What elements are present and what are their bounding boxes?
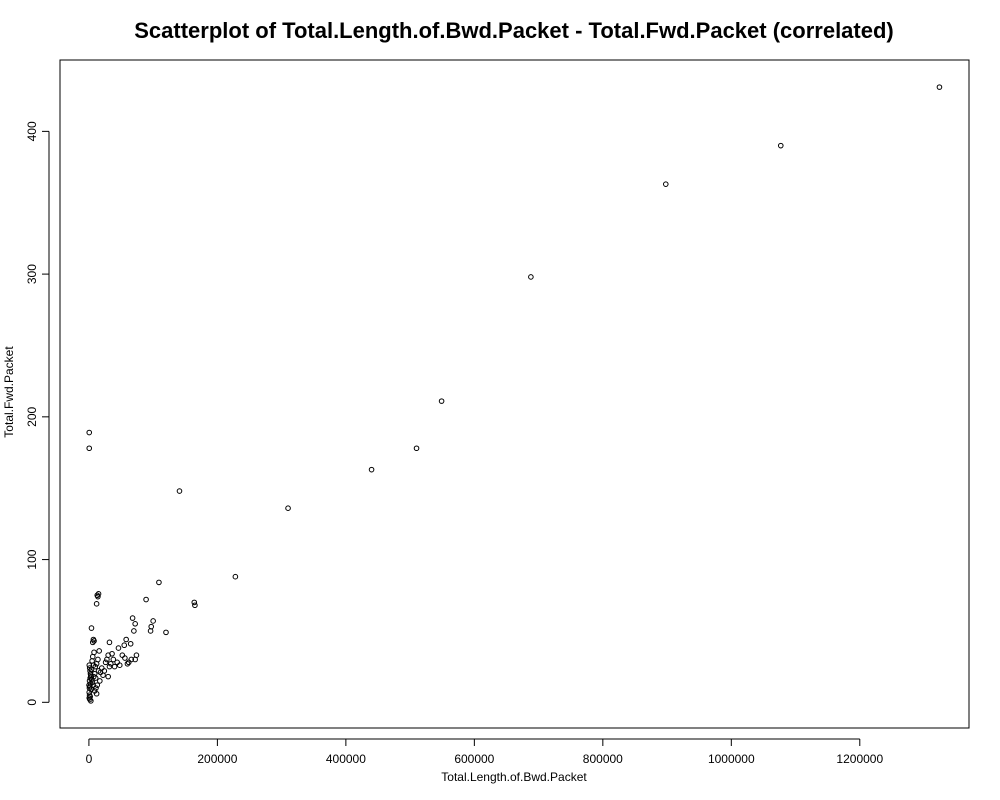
data-point <box>129 615 136 621</box>
data-point <box>93 660 100 667</box>
x-axis: 0 200000 400000 600000 800000 1000000 1200000 <box>86 738 883 766</box>
data-point <box>86 682 92 688</box>
data-point <box>88 673 94 680</box>
y-axis-label: Total.Fwd.Packet <box>2 346 16 438</box>
x-tick-label: 400000 <box>326 752 366 766</box>
data-point <box>122 655 128 661</box>
data-point <box>102 659 109 666</box>
data-point <box>119 652 126 659</box>
data-point <box>115 645 122 651</box>
data-point <box>413 445 420 452</box>
data-point <box>123 636 129 643</box>
data-point <box>232 573 239 580</box>
x-tick-label: 600000 <box>454 752 494 766</box>
data-point <box>114 659 120 666</box>
y-tick-label: 200 <box>25 407 39 427</box>
data-point <box>107 660 114 667</box>
data-point <box>528 274 534 280</box>
data-point <box>86 685 93 691</box>
data-point <box>285 505 291 511</box>
data-point <box>121 642 128 649</box>
y-tick-label: 0 <box>25 699 39 706</box>
data-point <box>111 663 118 670</box>
data-point <box>116 662 123 668</box>
data-point <box>95 591 102 597</box>
data-point <box>192 602 198 609</box>
data-point <box>106 639 113 646</box>
data-point <box>91 638 97 644</box>
data-point <box>438 398 445 404</box>
data-point <box>90 682 96 688</box>
data-point <box>777 142 784 149</box>
data-point <box>191 599 198 606</box>
data-points <box>86 84 943 704</box>
y-tick-label: 300 <box>25 264 39 284</box>
data-point <box>87 668 93 674</box>
data-point <box>150 618 156 624</box>
x-tick-label: 1200000 <box>836 752 883 766</box>
data-point <box>88 625 95 631</box>
x-axis-label: Total.Length.of.Bwd.Packet <box>441 770 587 784</box>
data-point <box>110 656 117 663</box>
data-point <box>662 181 669 187</box>
y-tick-label: 400 <box>25 121 39 141</box>
data-point <box>86 445 93 452</box>
data-point <box>89 679 96 686</box>
x-tick-label: 200000 <box>197 752 237 766</box>
data-point <box>86 429 93 436</box>
data-point <box>93 685 99 691</box>
data-point <box>132 621 138 627</box>
data-point <box>96 648 102 654</box>
data-point <box>368 466 375 473</box>
data-point <box>93 690 100 697</box>
data-point <box>95 668 102 674</box>
data-point <box>128 656 135 663</box>
data-point <box>147 628 154 634</box>
data-point <box>86 662 93 668</box>
data-point <box>95 593 101 600</box>
x-tick-label: 800000 <box>583 752 623 766</box>
data-point <box>87 670 94 677</box>
plot-frame <box>59 59 970 729</box>
data-point <box>143 596 149 603</box>
y-axis: 0 100 200 300 400 <box>25 121 50 706</box>
data-point <box>104 656 110 663</box>
data-point <box>176 488 183 494</box>
data-point <box>88 698 94 704</box>
data-point <box>132 656 138 663</box>
data-point <box>124 660 131 667</box>
data-point <box>936 84 943 90</box>
data-point <box>156 579 162 586</box>
data-point <box>86 665 93 671</box>
data-point <box>89 639 96 646</box>
data-point <box>97 678 103 684</box>
y-tick-label: 100 <box>25 549 39 569</box>
data-point <box>106 663 113 670</box>
data-point <box>93 601 100 607</box>
data-point <box>131 628 137 634</box>
x-tick-label: 1000000 <box>708 752 755 766</box>
data-point <box>127 640 134 647</box>
chart-title: Scatterplot of Total.Length.of.Bwd.Packe… <box>134 18 894 43</box>
data-point <box>105 673 111 680</box>
data-point <box>100 672 106 678</box>
data-point <box>163 629 169 636</box>
x-tick-label: 0 <box>86 752 93 766</box>
